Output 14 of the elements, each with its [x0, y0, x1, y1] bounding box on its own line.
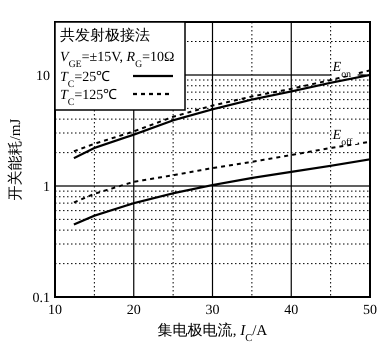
x-tick-label: 50 [363, 303, 377, 318]
x-axis-title: 集电极电流, I$_{C}$/A [158, 322, 268, 344]
y-axis-title: 开关能耗/mJ [7, 118, 24, 200]
legend-label: T$_{C}$=25℃ [60, 70, 110, 90]
x-tick-label: 30 [206, 303, 220, 318]
y-tick-label: 0.1 [32, 291, 50, 306]
y-tick-label: 1 [43, 180, 50, 195]
x-tick-label: 20 [126, 303, 141, 318]
y-tick-label: 10 [36, 68, 50, 84]
x-tick-label: 10 [48, 303, 62, 318]
legend-label: T$_{C}$=125℃ [60, 88, 118, 108]
x-tick-label: 40 [284, 303, 298, 318]
annotation: V$_{GE}$=±15V, R$_{G}$=10Ω [60, 50, 174, 70]
legend-title: 共发射极接法 [60, 27, 150, 44]
